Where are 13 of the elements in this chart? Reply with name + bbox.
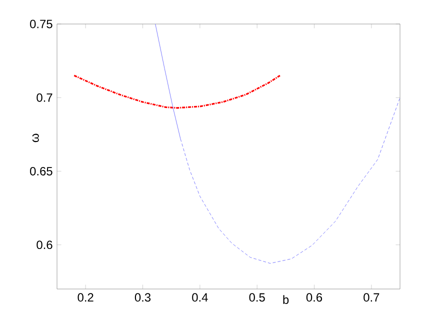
x-tick-label: 0.7 (364, 293, 380, 302)
y-axis-title: ω (32, 134, 39, 142)
y-tick-label: 0.65 (30, 166, 52, 176)
x-tick-label: 0.6 (306, 293, 322, 302)
line-series (73, 74, 281, 109)
x-tick-label: 0.4 (192, 293, 208, 302)
y-tick-label: 0.7 (36, 93, 52, 102)
y-tick-label: 0.6 (36, 240, 52, 250)
x-tick-label: 0.3 (134, 293, 151, 302)
x-tick-label: 0.2 (78, 293, 94, 302)
x-axis-title: b (283, 295, 289, 304)
y-tick-label: 0.75 (30, 20, 52, 28)
x-tick-label: 0.5 (249, 293, 265, 302)
